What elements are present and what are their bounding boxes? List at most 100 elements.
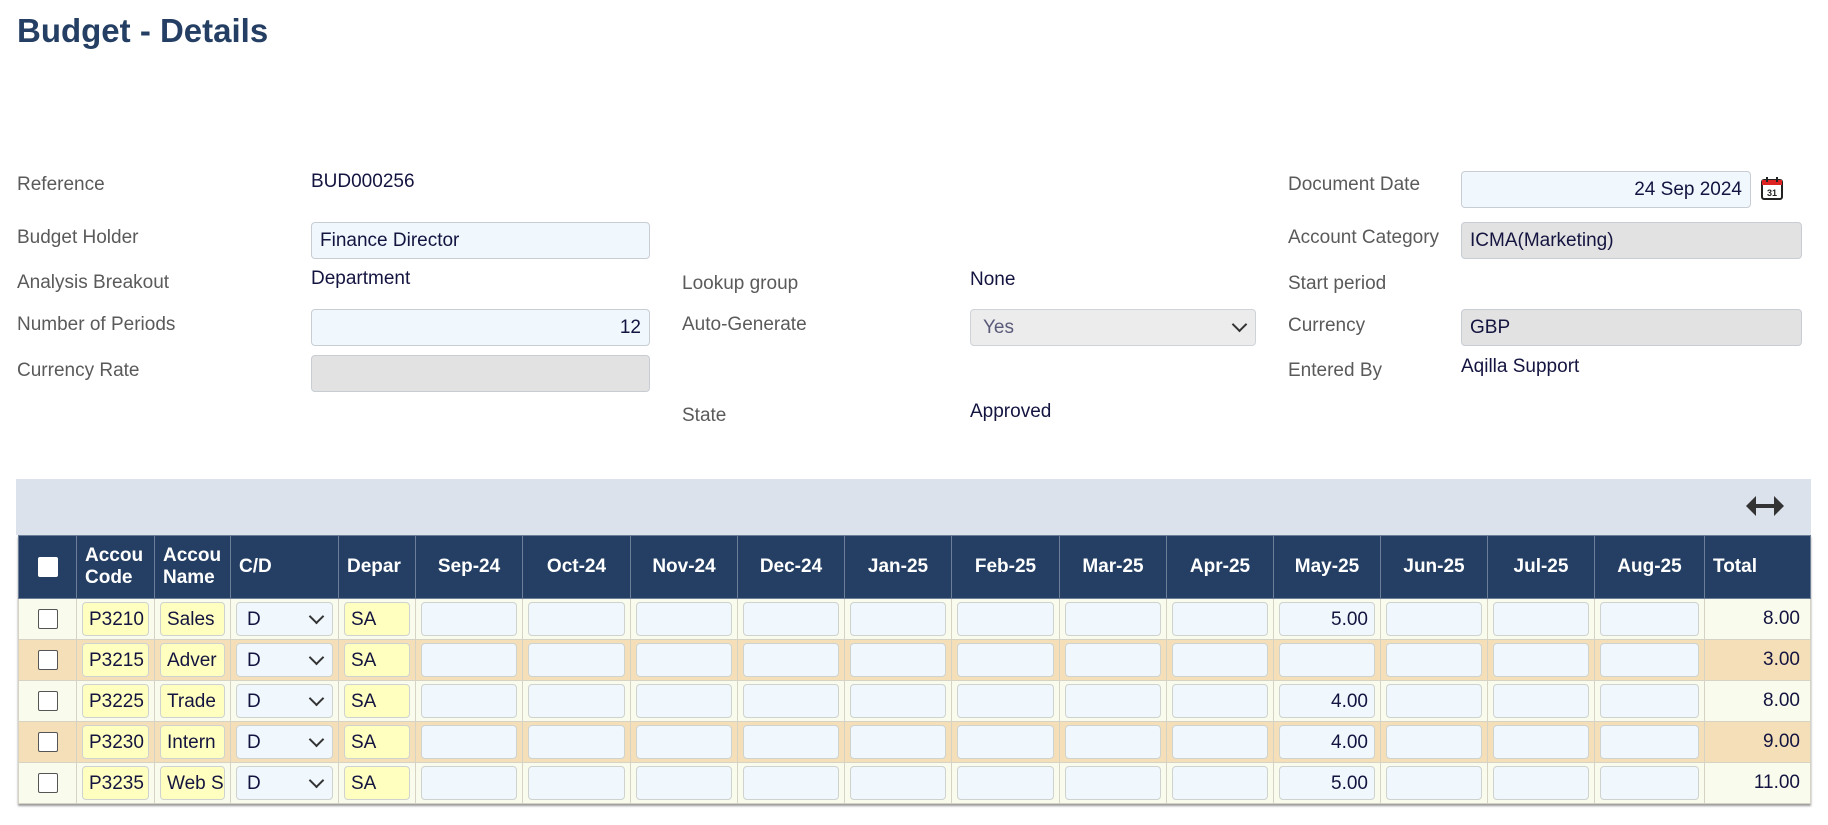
period-amount-input[interactable]: [636, 643, 732, 677]
period-amount-input[interactable]: [528, 643, 625, 677]
column-header[interactable]: Jun-25: [1380, 535, 1488, 599]
column-header[interactable]: Mar-25: [1059, 535, 1167, 599]
period-amount-input[interactable]: [1172, 725, 1268, 759]
period-amount-input[interactable]: [1386, 643, 1482, 677]
column-header[interactable]: Depar: [338, 535, 416, 599]
period-amount-input[interactable]: [957, 684, 1054, 718]
column-header[interactable]: Nov-24: [630, 535, 738, 599]
number-of-periods-input[interactable]: 12: [311, 309, 650, 346]
department-input[interactable]: SA: [344, 684, 410, 718]
period-amount-input[interactable]: [1600, 725, 1699, 759]
row-checkbox[interactable]: [37, 609, 58, 629]
period-amount-input[interactable]: [528, 766, 625, 800]
period-amount-input[interactable]: [1386, 602, 1482, 636]
account-name-input[interactable]: Web S: [160, 766, 225, 800]
column-header[interactable]: Accou Code: [76, 535, 155, 599]
column-header[interactable]: Apr-25: [1166, 535, 1274, 599]
period-amount-input[interactable]: [1065, 602, 1161, 636]
column-header[interactable]: Jul-25: [1487, 535, 1595, 599]
account-name-input[interactable]: Intern: [160, 725, 225, 759]
auto-generate-select[interactable]: Yes: [970, 309, 1256, 346]
row-checkbox[interactable]: [37, 650, 58, 670]
period-amount-input[interactable]: [957, 725, 1054, 759]
period-amount-input[interactable]: [1386, 766, 1482, 800]
column-header[interactable]: Feb-25: [951, 535, 1060, 599]
currency-input[interactable]: GBP: [1461, 309, 1802, 346]
account-name-input[interactable]: Trade: [160, 684, 225, 718]
period-amount-input[interactable]: [1600, 684, 1699, 718]
column-header[interactable]: Sep-24: [415, 535, 523, 599]
account-code-input[interactable]: P3215: [82, 643, 149, 677]
period-amount-input[interactable]: [850, 725, 946, 759]
period-amount-input[interactable]: [1493, 725, 1589, 759]
period-amount-input[interactable]: [636, 684, 732, 718]
period-amount-input[interactable]: [1065, 766, 1161, 800]
department-input[interactable]: SA: [344, 725, 410, 759]
period-amount-input[interactable]: [850, 684, 946, 718]
period-amount-input[interactable]: [850, 643, 946, 677]
row-checkbox[interactable]: [37, 773, 58, 793]
period-amount-input[interactable]: [636, 725, 732, 759]
period-amount-input[interactable]: [528, 684, 625, 718]
account-code-input[interactable]: P3235: [82, 766, 149, 800]
period-amount-input[interactable]: [1493, 766, 1589, 800]
calendar-icon[interactable]: 31: [1761, 177, 1783, 200]
period-amount-input[interactable]: [528, 602, 625, 636]
period-amount-input[interactable]: [743, 602, 839, 636]
column-header[interactable]: Total: [1704, 535, 1811, 599]
currency-rate-input[interactable]: [311, 355, 650, 392]
column-header[interactable]: Oct-24: [522, 535, 631, 599]
period-amount-input[interactable]: [1386, 725, 1482, 759]
department-input[interactable]: SA: [344, 602, 410, 636]
period-amount-input[interactable]: [1172, 602, 1268, 636]
period-amount-input[interactable]: [1493, 602, 1589, 636]
period-amount-input[interactable]: [421, 684, 517, 718]
document-date-input[interactable]: 24 Sep 2024: [1461, 171, 1751, 208]
column-header[interactable]: Dec-24: [737, 535, 845, 599]
row-checkbox[interactable]: [37, 691, 58, 711]
period-amount-input[interactable]: [1386, 684, 1482, 718]
period-amount-input[interactable]: [1600, 766, 1699, 800]
period-amount-input[interactable]: [850, 602, 946, 636]
period-amount-input[interactable]: [1065, 643, 1161, 677]
period-amount-input[interactable]: [1065, 725, 1161, 759]
period-amount-input[interactable]: [421, 766, 517, 800]
cd-select[interactable]: D: [236, 766, 333, 800]
period-amount-input[interactable]: [1493, 684, 1589, 718]
period-amount-input[interactable]: [957, 602, 1054, 636]
period-amount-input[interactable]: [957, 643, 1054, 677]
period-amount-input[interactable]: [636, 766, 732, 800]
account-code-input[interactable]: P3225: [82, 684, 149, 718]
period-amount-input[interactable]: [1172, 766, 1268, 800]
column-header[interactable]: Accou Name: [154, 535, 231, 599]
period-amount-input[interactable]: [421, 643, 517, 677]
account-code-input[interactable]: P3230: [82, 725, 149, 759]
select-all-checkbox[interactable]: [37, 557, 58, 577]
period-amount-input[interactable]: 5.00: [1279, 766, 1375, 800]
column-header[interactable]: May-25: [1273, 535, 1381, 599]
account-name-input[interactable]: Adver: [160, 643, 225, 677]
period-amount-input[interactable]: [636, 602, 732, 636]
period-amount-input[interactable]: [1600, 643, 1699, 677]
row-checkbox[interactable]: [37, 732, 58, 752]
cd-select[interactable]: D: [236, 725, 333, 759]
period-amount-input[interactable]: [743, 725, 839, 759]
period-amount-input[interactable]: [743, 643, 839, 677]
period-amount-input[interactable]: [1493, 643, 1589, 677]
period-amount-input[interactable]: [1600, 602, 1699, 636]
horizontal-resize-icon[interactable]: [1746, 494, 1784, 518]
period-amount-input[interactable]: [421, 725, 517, 759]
period-amount-input[interactable]: [1279, 643, 1375, 677]
column-header[interactable]: C/D: [230, 535, 339, 599]
column-header[interactable]: Jan-25: [844, 535, 952, 599]
account-code-input[interactable]: P3210: [82, 602, 149, 636]
budget-holder-input[interactable]: Finance Director: [311, 222, 650, 259]
account-name-input[interactable]: Sales: [160, 602, 225, 636]
period-amount-input[interactable]: 4.00: [1279, 725, 1375, 759]
cd-select[interactable]: D: [236, 602, 333, 636]
period-amount-input[interactable]: 5.00: [1279, 602, 1375, 636]
account-category-input[interactable]: ICMA(Marketing): [1461, 222, 1802, 259]
period-amount-input[interactable]: [743, 766, 839, 800]
cd-select[interactable]: D: [236, 684, 333, 718]
column-header[interactable]: Aug-25: [1594, 535, 1705, 599]
